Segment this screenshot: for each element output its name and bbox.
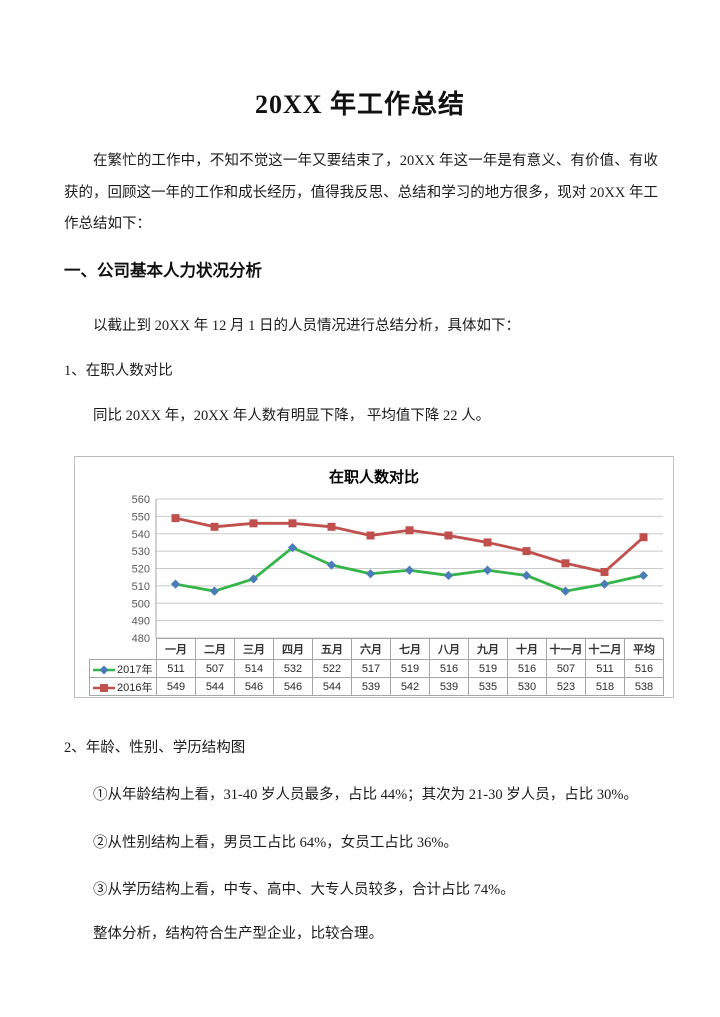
legend-label: 2017年 [117,663,153,676]
value-cell: 517 [351,659,391,678]
value-cell: 518 [585,677,625,696]
value-cell: 516 [624,659,664,678]
y-axis-label: 490 [132,616,150,628]
chart-plot-area: 480 490 500 510 520 530 540 550 560 [132,494,663,645]
value-cell: 546 [273,677,313,696]
legend-label: 2016年 [117,681,153,694]
marker-diamond-2017年 [287,543,298,553]
legend-square-icon [93,683,115,692]
section1-intro: 以截止到 20XX 年 12 月 1 日的人员情况进行总结分析，具体如下： [93,318,520,334]
value-cell: 516 [507,659,547,678]
item2-point-1: ①从年龄结构上看，31-40 岁人员最多，占比 44%；其次为 21-30 岁人… [93,787,638,803]
value-cell: 538 [624,677,664,696]
y-axis-label: 480 [132,633,150,645]
value-cell: 544 [312,677,352,696]
item2-title: 2、年龄、性别、学历结构图 [64,740,246,756]
value-cell: 507 [546,659,586,678]
marker-diamond-2017年 [404,565,415,575]
month-header-cell: 九月 [468,638,508,660]
value-cell: 542 [390,677,430,696]
y-axis-label: 510 [132,581,150,593]
marker-square-2016年 [366,531,375,540]
value-cell: 539 [351,677,391,696]
marker-square-2016年 [249,519,258,528]
marker-square-2016年 [483,538,492,547]
month-header-cell: 十一月 [546,638,586,660]
marker-diamond-2017年 [248,574,259,584]
value-cell: 544 [195,677,235,696]
marker-diamond-2017年 [443,570,454,581]
marker-diamond-2017年 [365,569,376,579]
marker-square-2016年 [171,514,180,523]
value-cell: 516 [429,659,469,678]
table-corner-cell [90,639,157,660]
item2-point-3: ③从学历结构上看，中专、高中、大专人员较多，合计占比 74%。 [93,882,515,898]
value-cell: 511 [156,659,196,678]
marker-diamond-2017年 [482,565,493,575]
item2-point-2: ②从性别结构上看，男员工占比 64%，女员工占比 36%。 [93,835,458,851]
y-axis-label: 520 [132,564,150,576]
marker-diamond-2017年 [170,579,181,589]
value-cell: 511 [585,659,625,678]
employee-count-chart: 在职人数对比 480 490 500 510 520 530 540 550 560 一月 二月三… [74,456,674,698]
item1-text: 同比 20XX 年，20XX 年人数有明显下降， 平均值下降 22 人。 [93,408,491,424]
month-header-cell: 六月 [351,638,391,660]
month-header-cell: 十二月 [585,638,625,660]
chart-title: 在职人数对比 [328,469,419,486]
item1-title: 1、在职人数对比 [64,363,173,379]
value-cell: 519 [390,659,430,678]
marker-square-2016年 [444,531,453,540]
value-cell: 549 [156,677,196,696]
marker-square-2016年 [600,567,609,576]
month-header-cell: 平均 [624,638,664,660]
y-axis-label: 540 [132,529,150,541]
intro-paragraph: 在繁忙的工作中，不知不觉这一年又要结束了，20XX 年这一年是有意义、有价值、有… [64,153,658,232]
document-title: 20XX 年工作总结 [254,90,466,119]
month-header-cell: 八月 [429,638,469,660]
month-header-cell: 二月 [195,638,235,660]
item2-summary: 整体分析，结构符合生产型企业，比较合理。 [93,926,383,942]
month-header-cell: 七月 [390,638,430,660]
chart-data-table: 一月 二月 三月 四月 五月 六月 七月 八月 九月 十月 十一月 十二月 平均 2017年 511 507 5… [89,638,664,696]
marker-square-2016年 [639,533,648,542]
value-cell: 522 [312,659,352,678]
marker-square-2016年 [522,547,531,556]
marker-diamond-2017年 [560,586,571,596]
value-cell: 507 [195,659,235,678]
series-legend-2016年: 2016年 [89,677,157,696]
month-header-cell: 三月 [234,638,274,660]
marker-diamond-2017年 [209,586,220,596]
value-cell: 539 [429,677,469,696]
value-cell: 514 [234,659,274,678]
marker-square-2016年 [405,526,414,535]
y-axis-label: 550 [132,511,150,523]
y-axis-label: 530 [132,546,150,558]
marker-diamond-2017年 [521,570,532,581]
marker-square-2016年 [561,559,570,568]
value-cell: 532 [273,659,313,678]
y-axis-label: 560 [132,494,150,506]
marker-diamond-2017年 [599,579,610,589]
legend-diamond-icon [93,665,115,675]
marker-diamond-2017年 [638,570,649,581]
y-axis-label: 500 [132,598,150,610]
value-cell: 523 [546,677,586,696]
marker-square-2016年 [288,519,297,528]
section1-heading: 一、公司基本人力状况分析 [64,262,262,280]
value-cell: 535 [468,677,508,696]
value-cell: 546 [234,677,274,696]
month-header-cell: 一月 [156,638,196,660]
marker-square-2016年 [210,522,219,531]
series-legend-2017年: 2017年 [89,659,157,678]
value-cell: 519 [468,659,508,678]
month-header-cell: 五月 [312,638,352,660]
series-line-2016年 [175,516,645,574]
value-cell: 530 [507,677,547,696]
month-header-cell: 四月 [273,638,313,660]
month-header-cell: 十月 [507,638,547,660]
marker-square-2016年 [327,522,336,531]
